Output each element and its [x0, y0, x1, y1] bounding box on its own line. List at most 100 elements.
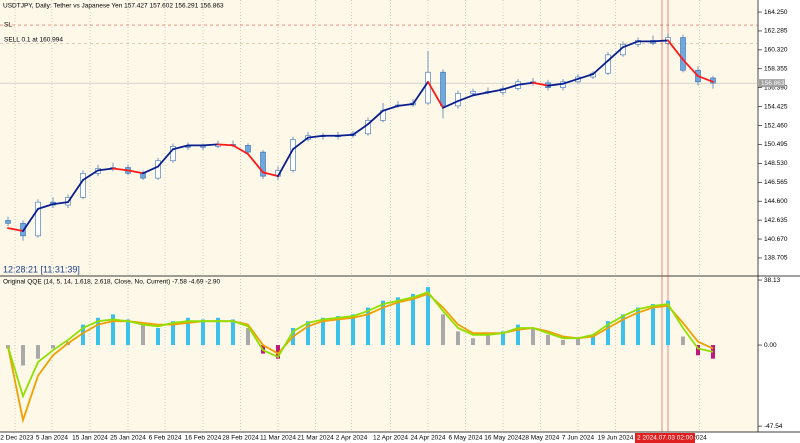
- candle-body: [170, 146, 176, 162]
- ma-segment: [142, 165, 159, 175]
- ma-segment: [127, 169, 144, 175]
- ma-segment: [247, 153, 264, 174]
- ma-segment: [667, 39, 684, 61]
- histogram-bar: [531, 328, 535, 346]
- ma-segment: [7, 227, 24, 232]
- x-tick-label: 22 Dec 2023: [0, 435, 34, 442]
- ma-segment: [67, 179, 84, 204]
- histogram-bar: [501, 331, 505, 346]
- ma-segment: [517, 81, 534, 86]
- ma-segment: [682, 58, 699, 77]
- y-tick-label: 154.425: [764, 103, 788, 110]
- candle-body: [290, 139, 296, 171]
- x-tick-label: 6 May 2024: [449, 435, 483, 442]
- y-tick-label: 0.00: [764, 342, 777, 349]
- candle-body: [35, 201, 41, 237]
- histogram-bar: [606, 321, 610, 346]
- ma-segment: [82, 169, 99, 181]
- histogram-bar: [576, 338, 580, 346]
- y-tick-label: 156.390: [764, 84, 788, 91]
- y-tick-label: 158.355: [764, 66, 788, 73]
- histogram-bar: [201, 319, 205, 346]
- candle-body: [440, 71, 446, 107]
- last-price-label: 156.863: [761, 80, 785, 87]
- histogram-bar: [336, 316, 340, 346]
- x-tick-label: 12 Apr 2024: [373, 435, 408, 442]
- ma-segment: [307, 134, 324, 139]
- x-tick-label: 25 Jan 2024: [110, 435, 146, 442]
- indicator-title: Original QQE (14, 5, 14, 1.618, 2.618, C…: [3, 279, 221, 286]
- plot-background: [0, 0, 758, 432]
- x-tick-label: 28 Feb 2024: [222, 435, 259, 442]
- candle-body: [680, 37, 686, 71]
- histogram-bar: [426, 287, 430, 346]
- histogram-bar: [156, 328, 160, 346]
- y-tick-label: 144.600: [764, 198, 788, 205]
- candle-body: [365, 120, 371, 135]
- histogram-bar: [381, 300, 385, 346]
- candle-body: [470, 91, 476, 94]
- x-tick-label: 19 Jun 2024: [598, 435, 634, 442]
- candle-body: [80, 172, 86, 198]
- ma-segment: [652, 39, 669, 43]
- ma-segment: [592, 59, 609, 76]
- histogram-bar: [126, 319, 130, 346]
- ma-segment: [697, 75, 714, 83]
- y-tick-label: 140.670: [764, 236, 788, 243]
- y-tick-label: 146.565: [764, 179, 788, 186]
- ma-segment: [352, 123, 369, 136]
- ma-segment: [427, 80, 444, 109]
- histogram-bar: [51, 345, 55, 349]
- histogram-bar: [651, 304, 655, 346]
- y-tick-label: 160.320: [764, 47, 788, 54]
- y-tick-label: 164.250: [764, 9, 788, 16]
- y-tick-label: 162.285: [764, 28, 788, 35]
- ma-segment: [157, 148, 174, 168]
- ma-segment: [487, 88, 504, 94]
- ma-segment: [472, 91, 489, 97]
- histogram-bar: [36, 345, 40, 359]
- histogram-bar: [216, 317, 220, 346]
- crosshair-label: 2 2024.07.03 02:00: [637, 435, 693, 442]
- ma-segment: [367, 109, 384, 126]
- y-tick-label: 148.530: [764, 160, 788, 167]
- histogram-bar: [231, 319, 235, 346]
- histogram-bar: [96, 317, 100, 346]
- y-tick-label: 138.705: [764, 255, 788, 262]
- ma-segment: [382, 104, 399, 112]
- ma-segment: [97, 167, 114, 172]
- candle-body: [605, 54, 611, 74]
- histogram-bar: [561, 339, 565, 346]
- ma-segment: [202, 143, 219, 147]
- x-tick-label: 16 May 2024: [484, 435, 522, 442]
- histogram-bar: [111, 314, 115, 346]
- histogram-bar: [306, 321, 310, 346]
- histogram-bar: [486, 334, 490, 346]
- x-tick-label: 15 Jan 2024: [72, 435, 108, 442]
- x-tick-label: 2024: [692, 435, 707, 442]
- y-tick-label: -47.54: [764, 423, 783, 430]
- candle-body: [260, 151, 266, 177]
- x-tick-label: 24 Apr 2024: [410, 435, 445, 442]
- x-tick-label: 2 Apr 2024: [336, 435, 368, 442]
- histogram-bar: [696, 345, 700, 356]
- last-price-box: [759, 79, 785, 88]
- y-tick-label: 38.13: [764, 277, 781, 284]
- x-tick-label: 7 Jun 2024: [562, 435, 595, 442]
- order-label: SELL 0.1 at 160.994: [4, 37, 63, 44]
- ma-segment: [412, 80, 429, 105]
- ma-segment: [232, 144, 249, 155]
- histogram-bar: [276, 345, 280, 359]
- histogram-bar: [186, 317, 190, 346]
- histogram-bar: [81, 324, 85, 346]
- y-tick-label: 150.495: [764, 141, 788, 148]
- x-tick-label: 5 Jan 2024: [36, 435, 69, 442]
- ma-segment: [52, 201, 69, 205]
- histogram-bar: [21, 345, 25, 366]
- ma-segment: [37, 203, 54, 210]
- chart-title: USDTJPY, Daily: Tether vs Japanese Yen 1…: [3, 3, 224, 10]
- ma-segment: [112, 167, 129, 172]
- candle-body: [425, 71, 431, 104]
- ma-segment: [217, 143, 234, 147]
- x-tick-label: 16 Feb 2024: [185, 435, 222, 442]
